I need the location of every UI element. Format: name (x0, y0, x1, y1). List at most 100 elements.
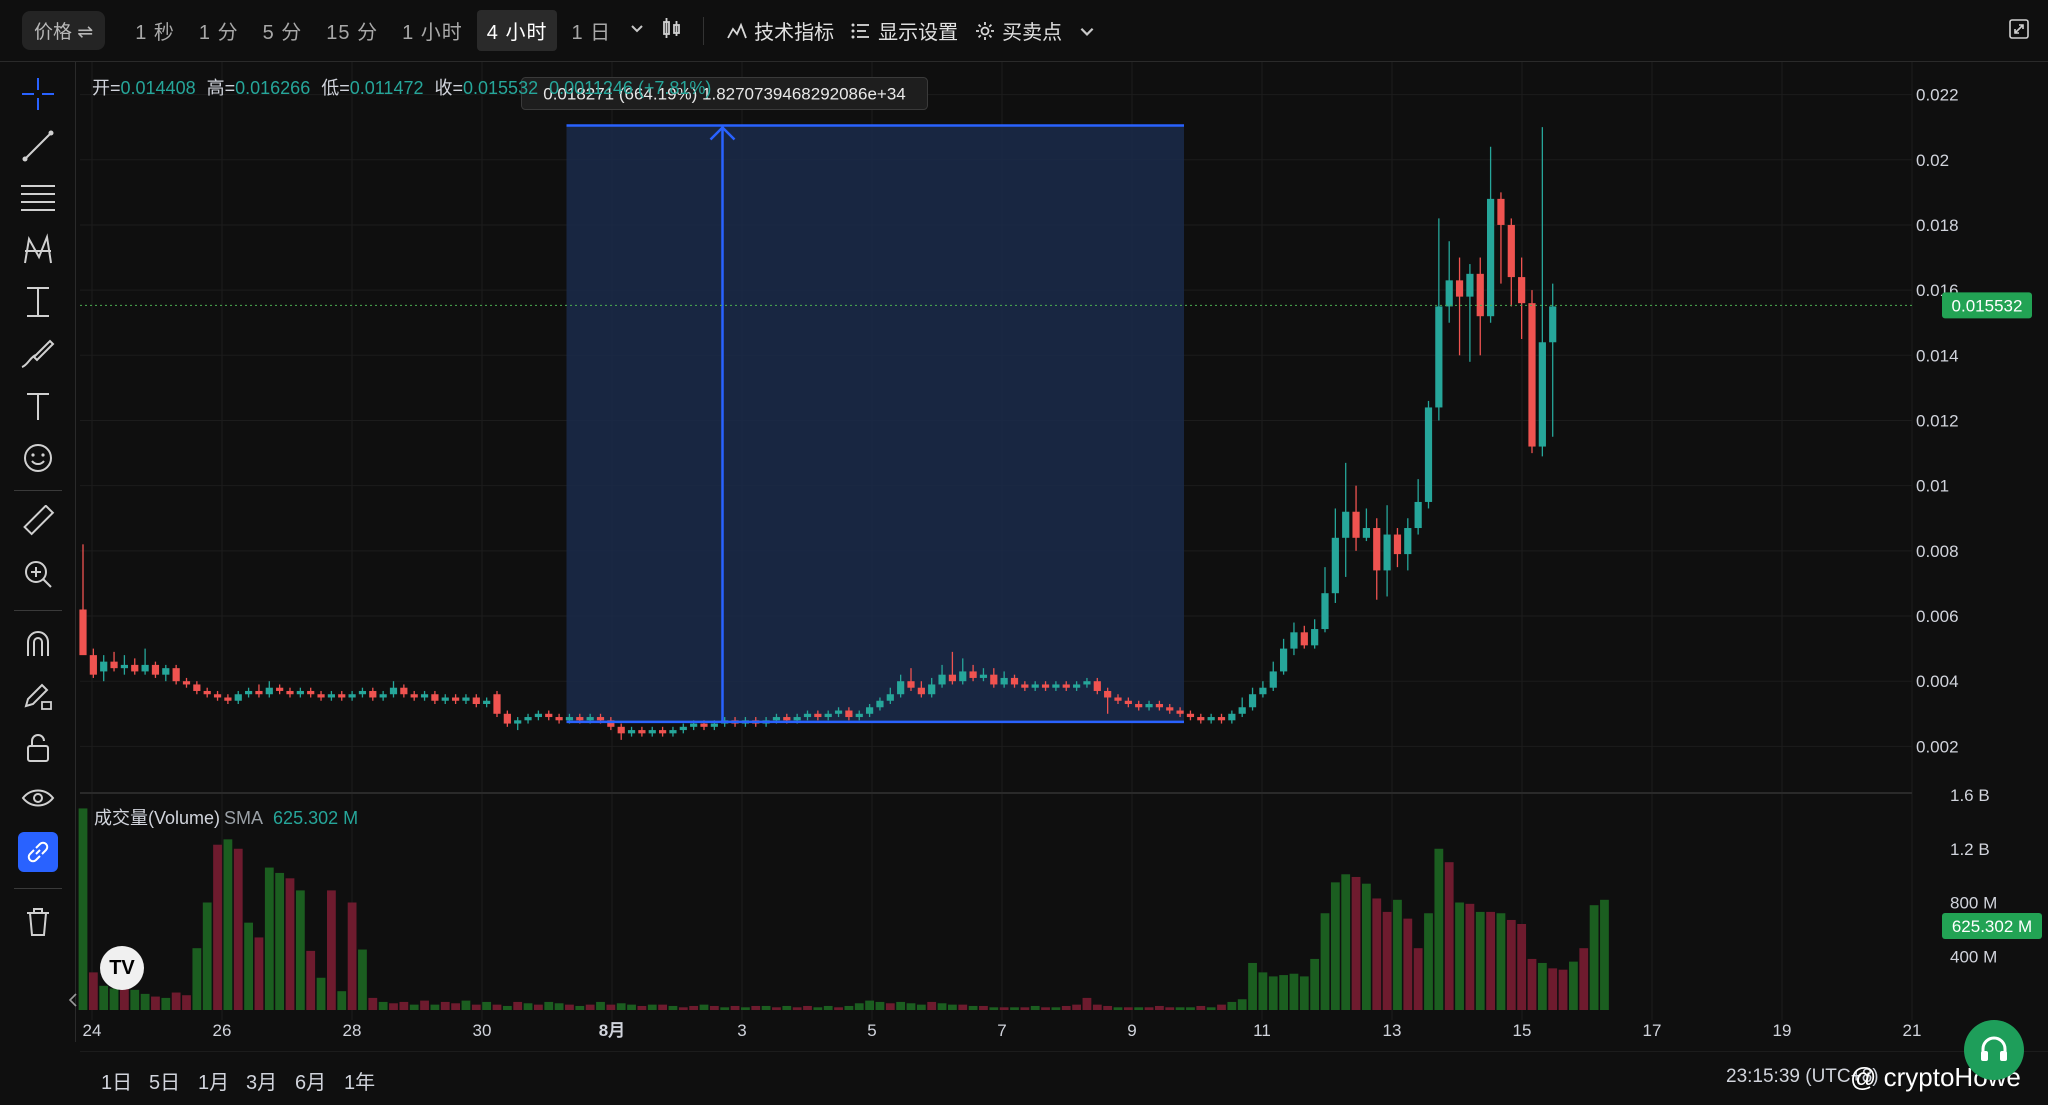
x-tick-label: 5 (867, 1021, 876, 1040)
volume-bar (368, 997, 378, 1010)
volume-bar (409, 1004, 419, 1010)
candle-body (1228, 713, 1236, 721)
volume-bar (1475, 911, 1485, 1010)
volume-bar (254, 937, 264, 1010)
magnet-tool[interactable] (18, 624, 58, 664)
volume-bar (823, 1005, 833, 1010)
trend-line-tool[interactable] (18, 126, 58, 166)
range-button[interactable]: 1日 (101, 1072, 133, 1094)
range-button[interactable]: 1年 (344, 1072, 376, 1094)
link-tool[interactable] (18, 832, 58, 872)
volume-bar (109, 988, 119, 1010)
measure-range-box[interactable] (566, 125, 1185, 722)
candle (969, 664, 977, 682)
display-settings-button[interactable]: 显示设置 (850, 16, 958, 45)
candle (151, 661, 160, 678)
volume-bar (999, 1007, 1009, 1010)
candle (1145, 700, 1153, 711)
candle-body (866, 707, 874, 714)
candle (679, 723, 687, 734)
range-button[interactable]: 6月 (295, 1072, 327, 1094)
candle (1476, 257, 1484, 356)
candle-body (1518, 277, 1526, 304)
candle (897, 674, 905, 698)
candle (928, 677, 936, 698)
timeframe-button[interactable]: 4 小时 (476, 10, 558, 51)
timeframe-button[interactable]: 5 分 (262, 22, 303, 44)
candle (1259, 681, 1267, 698)
candle (855, 710, 863, 721)
timeframe-button[interactable]: 1 分 (198, 22, 239, 44)
help-button[interactable] (1964, 1020, 2024, 1080)
volume-bar (948, 1004, 957, 1010)
volume-bar (989, 1007, 999, 1010)
candle (317, 690, 325, 701)
volume-bar (1362, 883, 1371, 1010)
delete-tool[interactable] (18, 902, 58, 942)
zoom-tool[interactable] (18, 554, 58, 594)
volume-bar (1010, 1007, 1019, 1010)
y-tick-label: 0.002 (1916, 737, 1959, 756)
candle-type-icon[interactable] (661, 16, 683, 45)
candle (1228, 710, 1236, 724)
ruler-icon (23, 505, 55, 536)
volume-bar (1517, 924, 1527, 1010)
candle-body (1155, 704, 1163, 708)
timeframe-button[interactable]: 15 分 (326, 22, 379, 44)
candle-body (255, 690, 263, 695)
indicators-button[interactable]: 技术指标 (726, 16, 834, 45)
candle (1487, 146, 1495, 323)
measure-label-text: 0.018271 (664.19%) 1.8270739468292086e+3… (543, 85, 906, 104)
candle (834, 707, 843, 718)
pattern-tool[interactable] (18, 230, 58, 270)
candle-body (1041, 684, 1050, 688)
volume-axis[interactable]: 1.6 B 1.2 B 800 M 400 M (1950, 786, 1997, 966)
candle (255, 684, 263, 698)
lock-all-tool[interactable] (18, 728, 58, 768)
candle-body (1414, 501, 1422, 529)
candle-body (886, 694, 894, 701)
measure-range-tool[interactable] (18, 282, 58, 322)
candle-body (1217, 717, 1226, 721)
toolbar-divider (703, 16, 705, 45)
crosshair-tool[interactable] (18, 74, 58, 114)
clock-display[interactable]: 23:15:39 (UTC+8) (1726, 1066, 1879, 1087)
fib-lines-tool[interactable] (18, 178, 58, 218)
open-value: 0.014408 (120, 78, 196, 98)
measure-arrow-head (709, 125, 736, 141)
timeframe-button[interactable]: 1 小时 (402, 22, 463, 44)
range-button[interactable]: 3月 (246, 1072, 278, 1094)
timeframe-button[interactable]: 1 秒 (135, 22, 175, 44)
collapse-left-icon[interactable] (68, 992, 78, 1013)
timeframe-button[interactable]: 1 日 (571, 22, 612, 44)
volume-bar (1434, 848, 1444, 1010)
candle-body (1259, 687, 1267, 695)
emoji-tool[interactable] (18, 438, 58, 478)
text-tool[interactable] (18, 386, 58, 426)
candle-body (1104, 690, 1112, 698)
candle-body (1290, 632, 1298, 649)
ruler-tool[interactable] (18, 502, 58, 542)
brush-tool[interactable] (18, 334, 58, 374)
candle-body (1435, 306, 1443, 408)
volume-bar (1382, 911, 1392, 1010)
tradingview-logo[interactable]: TV (100, 946, 144, 990)
price-chart[interactable]: 0.0220.020.0180.0160.0140.0120.010.0080.… (0, 0, 2048, 1052)
range-button[interactable]: 5日 (149, 1072, 181, 1094)
candle-body (1145, 704, 1153, 708)
fullscreen-icon[interactable] (2008, 18, 2030, 45)
time-axis[interactable]: 24 26 28 30 8月 3 5 7 9 11 13 15 17 19 21 (83, 1021, 1922, 1040)
trade-points-button[interactable]: 买卖点 (974, 16, 1096, 45)
last-price-text: 0.015532 (1952, 296, 2023, 315)
price-axis[interactable]: 0.0220.020.0180.0160.0140.0120.010.0080.… (1916, 86, 1959, 757)
lock-drawing-tool[interactable] (18, 676, 58, 716)
low-label: 低= (321, 78, 350, 98)
candle-body (700, 723, 708, 727)
candle (420, 690, 429, 701)
price-toggle-button[interactable]: 价格 ⇌ (22, 11, 106, 50)
candle-body (824, 713, 832, 718)
candle (1093, 677, 1101, 695)
range-button[interactable]: 1月 (198, 1072, 230, 1094)
hide-drawings-tool[interactable] (18, 780, 58, 820)
chevron-down-icon[interactable] (629, 20, 645, 41)
